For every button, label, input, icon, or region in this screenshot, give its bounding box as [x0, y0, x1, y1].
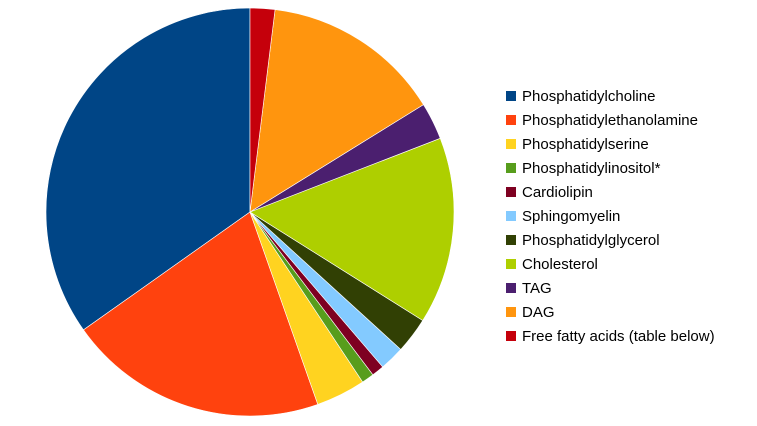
legend-label-5: Sphingomyelin: [522, 207, 621, 225]
legend-label-0: Phosphatidylcholine: [522, 87, 656, 105]
legend-swatch-9: [506, 307, 516, 317]
legend-item-2: Phosphatidylserine: [506, 132, 715, 156]
legend-label-7: Cholesterol: [522, 255, 598, 273]
legend-label-4: Cardiolipin: [522, 183, 593, 201]
legend-label-2: Phosphatidylserine: [522, 135, 649, 153]
pie-slice-0: [45, 7, 251, 331]
legend-label-6: Phosphatidylglycerol: [522, 231, 660, 249]
pie-chart: [45, 7, 455, 417]
legend-label-10: Free fatty acids (table below): [522, 327, 715, 345]
pie-slice-9: [249, 9, 424, 213]
legend-item-5: Sphingomyelin: [506, 204, 715, 228]
legend-swatch-0: [506, 91, 516, 101]
legend-swatch-3: [506, 163, 516, 173]
legend-item-4: Cardiolipin: [506, 180, 715, 204]
legend-item-7: Cholesterol: [506, 252, 715, 276]
pie-slice-10: [249, 7, 276, 213]
legend-swatch-6: [506, 235, 516, 245]
legend-swatch-4: [506, 187, 516, 197]
legend-item-8: TAG: [506, 276, 715, 300]
legend-label-1: Phosphatidylethanolamine: [522, 111, 698, 129]
legend-item-1: Phosphatidylethanolamine: [506, 108, 715, 132]
legend-label-9: DAG: [522, 303, 555, 321]
legend: Phosphatidylcholine Phosphatidylethanolam…: [506, 84, 715, 348]
legend-item-6: Phosphatidylglycerol: [506, 228, 715, 252]
pie-slice-7: [249, 137, 455, 321]
legend-label-3: Phosphatidylinositol*: [522, 159, 661, 177]
legend-item-0: Phosphatidylcholine: [506, 84, 715, 108]
legend-swatch-10: [506, 331, 516, 341]
legend-swatch-1: [506, 115, 516, 125]
pie-slice-1: [83, 211, 319, 417]
legend-swatch-5: [506, 211, 516, 221]
legend-label-8: TAG: [522, 279, 552, 297]
legend-swatch-7: [506, 259, 516, 269]
legend-item-10: Free fatty acids (table below): [506, 324, 715, 348]
legend-swatch-2: [506, 139, 516, 149]
legend-swatch-8: [506, 283, 516, 293]
legend-item-3: Phosphatidylinositol*: [506, 156, 715, 180]
legend-item-9: DAG: [506, 300, 715, 324]
